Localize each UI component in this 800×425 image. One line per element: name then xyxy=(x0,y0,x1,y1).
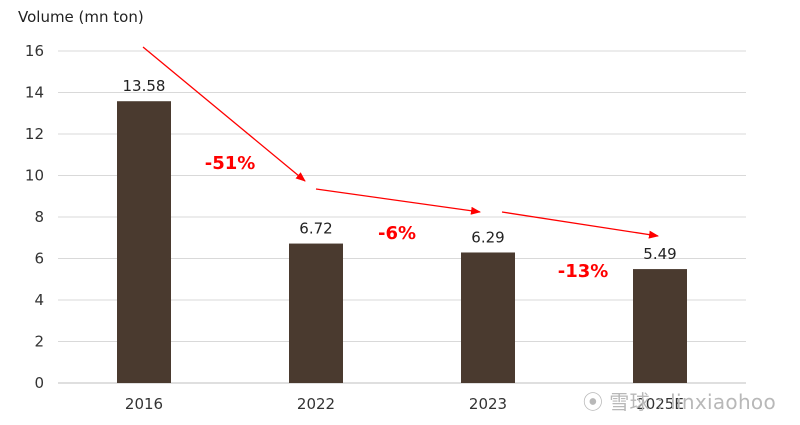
change-arrow xyxy=(501,211,659,239)
bar xyxy=(117,101,171,383)
x-tick-label: 2025E xyxy=(636,395,684,413)
y-axis-label: Volume (mn ton) xyxy=(18,8,144,26)
y-tick-label: 10 xyxy=(25,167,44,185)
change-annotations: -51% -6% -13% xyxy=(142,46,659,282)
y-tick-label: 4 xyxy=(34,291,44,309)
data-label: 6.72 xyxy=(299,220,332,238)
change-label: -51% xyxy=(205,153,256,174)
watermark-text: 雪球 : linxiaohoo xyxy=(609,390,776,414)
change-label: -13% xyxy=(558,261,609,282)
y-tick-label: 14 xyxy=(25,84,44,102)
y-tick-label: 16 xyxy=(25,42,44,60)
x-tick-label: 2022 xyxy=(297,395,335,413)
x-axis-ticks: 2016 2022 2023 2025E xyxy=(125,395,684,413)
change-arrow xyxy=(315,188,481,215)
data-labels: 13.58 6.72 6.29 5.49 xyxy=(123,77,677,263)
gridlines xyxy=(58,50,746,384)
data-label: 6.29 xyxy=(471,228,504,246)
x-tick-label: 2023 xyxy=(469,395,507,413)
y-axis-ticks: 0 2 4 6 8 10 12 14 16 xyxy=(25,42,44,392)
bar xyxy=(633,269,687,383)
y-tick-label: 6 xyxy=(34,250,44,268)
y-tick-label: 2 xyxy=(34,333,44,351)
y-tick-label: 0 xyxy=(34,374,44,392)
bar xyxy=(289,243,343,383)
change-arrow xyxy=(142,46,306,182)
snowball-logo-icon: ⦿ xyxy=(582,390,604,414)
change-label: -6% xyxy=(378,223,416,244)
x-tick-label: 2016 xyxy=(125,395,163,413)
bar xyxy=(461,252,515,383)
data-label: 13.58 xyxy=(123,77,166,95)
bars xyxy=(117,101,687,383)
y-tick-label: 8 xyxy=(34,208,44,226)
data-label: 5.49 xyxy=(643,245,676,263)
y-tick-label: 12 xyxy=(25,125,44,143)
watermark: ⦿ 雪球 : linxiaohoo xyxy=(583,386,776,415)
